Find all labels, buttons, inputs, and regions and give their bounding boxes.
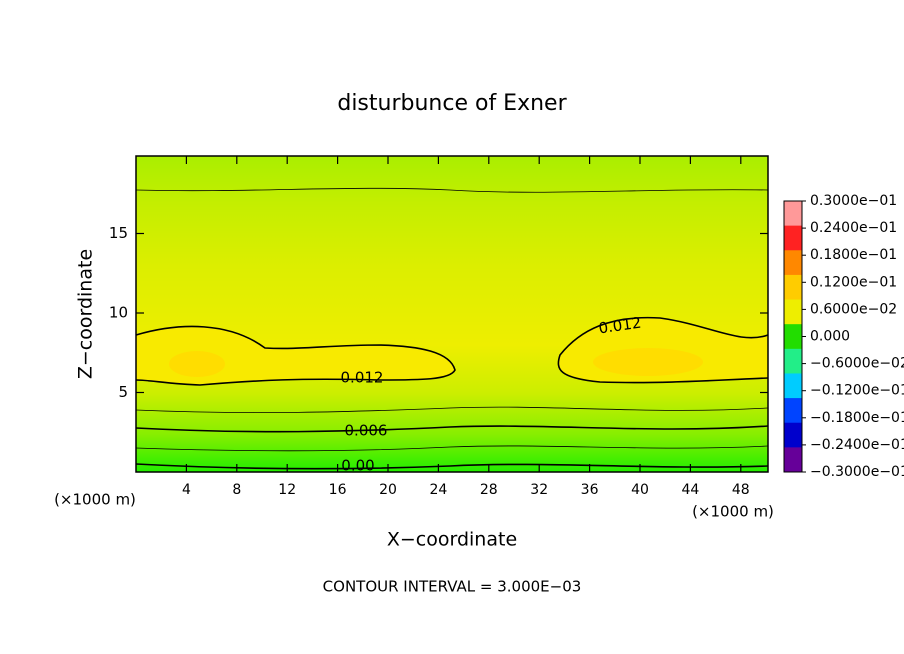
y-axis-label: Z−coordinate bbox=[75, 249, 97, 379]
x-tick-label: 4 bbox=[182, 482, 191, 498]
x-tick-label: 36 bbox=[581, 482, 599, 498]
x-tick-label: 44 bbox=[681, 482, 699, 498]
x-tick-label: 12 bbox=[278, 482, 296, 498]
colorbar-label: −0.6000e−02 bbox=[810, 356, 904, 372]
x-tick-label: 40 bbox=[631, 482, 649, 498]
footer: CONTOUR INTERVAL = 3.000E−03 bbox=[323, 578, 582, 596]
plot-frame bbox=[135, 155, 769, 473]
colorbar-label: 0.6000e−02 bbox=[810, 301, 897, 317]
x-tick-label: 8 bbox=[232, 482, 241, 498]
colorbar-label: 0.1200e−01 bbox=[810, 274, 897, 290]
y-tick-label: 10 bbox=[109, 304, 128, 322]
colorbar-swatch bbox=[784, 274, 802, 301]
colorbar-swatch bbox=[784, 299, 802, 325]
colorbar-label: 0.2400e−01 bbox=[810, 220, 897, 236]
x-tick-label: 16 bbox=[329, 482, 347, 498]
x-tick-label: 48 bbox=[732, 482, 750, 498]
colorbar-label: 0.000 bbox=[810, 329, 850, 345]
x-tick-label: 20 bbox=[379, 482, 397, 498]
chart-title: disturbunce of Exner bbox=[337, 91, 567, 116]
x-axis-label: X−coordinate bbox=[387, 529, 517, 551]
x-unit: (×1000 m) bbox=[692, 503, 774, 521]
colorbar-label: −0.1200e−01 bbox=[810, 383, 904, 399]
colorbar-swatch bbox=[784, 398, 802, 424]
contour-label: 0.006 bbox=[345, 422, 388, 440]
x-tick-label: 24 bbox=[429, 482, 447, 498]
colorbar-swatch bbox=[784, 373, 802, 399]
x-tick-label: 32 bbox=[530, 482, 548, 498]
colorbar-swatch bbox=[784, 225, 802, 251]
colorbar-swatch bbox=[784, 324, 802, 350]
x-tick-label: 28 bbox=[480, 482, 498, 498]
colorbar-label: 0.3000e−01 bbox=[810, 193, 897, 209]
colorbar-swatch bbox=[784, 201, 802, 227]
contour-label: 0.012 bbox=[341, 369, 384, 387]
contour-field bbox=[136, 156, 768, 472]
colorbar-swatch bbox=[784, 447, 802, 473]
colorbar-label: −0.1800e−01 bbox=[810, 410, 904, 426]
colorbar-swatch bbox=[784, 422, 802, 448]
colorbar-swatch bbox=[784, 250, 802, 276]
x-unit: (×1000 m) bbox=[54, 491, 136, 509]
colorbar-label: 0.1800e−01 bbox=[810, 247, 897, 263]
contour-label: 0.012 bbox=[597, 314, 642, 338]
colorbar-label: −0.2400e−01 bbox=[810, 437, 904, 453]
y-tick-label: 15 bbox=[109, 224, 128, 242]
contour-label: 0.00 bbox=[341, 457, 374, 475]
contour-lines bbox=[135, 187, 769, 470]
colorbar-label: −0.3000e−01 bbox=[810, 464, 904, 480]
colorbar-swatch bbox=[784, 348, 802, 374]
y-tick-label: 5 bbox=[118, 383, 128, 401]
